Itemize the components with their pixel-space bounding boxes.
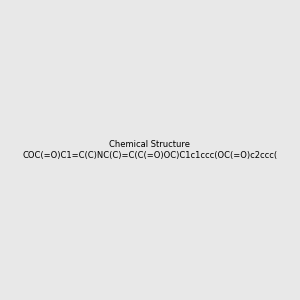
Text: Chemical Structure
COC(=O)C1=C(C)NC(C)=C(C(=O)OC)C1c1ccc(OC(=O)c2ccc(: Chemical Structure COC(=O)C1=C(C)NC(C)=C… [22,140,278,160]
